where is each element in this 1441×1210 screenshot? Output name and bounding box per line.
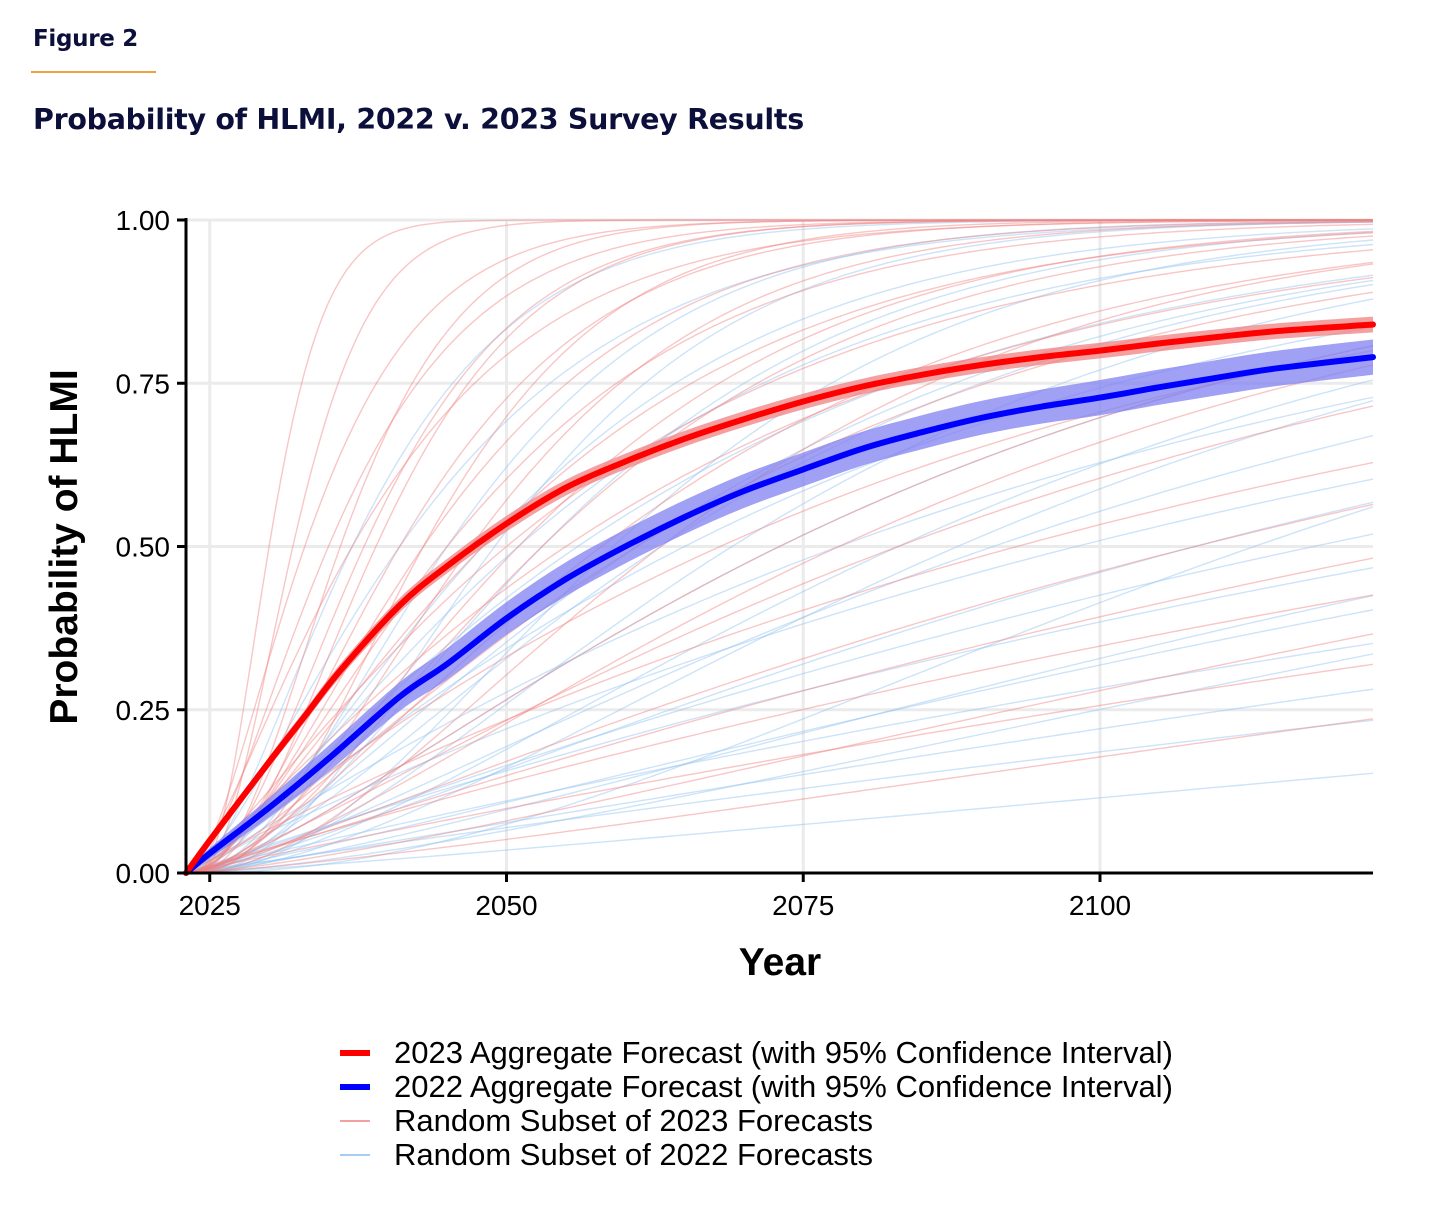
forecast-line-2022: [185, 609, 1374, 874]
legend-item-2023-aggregate: 2023 Aggregate Forecast (with 95% Confid…: [340, 1035, 1173, 1070]
forecast-line-2022: [185, 501, 1374, 874]
forecast-line-2022: [185, 243, 1374, 874]
x-axis-title: Year: [739, 941, 821, 984]
forecast-line-2022: [185, 478, 1374, 874]
forecast-line-2022: [186, 506, 1374, 874]
forecast-line-2022: [185, 594, 1374, 874]
axes: 0.00 0.25 0.50 0.75 1.00 2025 2050 2075 2100: [116, 205, 1373, 921]
forecast-line-2023: [185, 219, 1373, 874]
forecast-line-2022: [185, 653, 1374, 874]
forecast-line-2023: [185, 219, 1373, 874]
forecast-line-2023: [185, 219, 1373, 874]
forecast-line-2022: [185, 228, 1374, 874]
forecast-line-2023: [185, 405, 1374, 874]
figure-label: Figure 2: [33, 26, 138, 52]
forecast-line-2022: [185, 400, 1374, 874]
forecast-line-2022: [185, 688, 1374, 874]
forecast-line-2023: [185, 276, 1374, 874]
forecast-line-2022: [185, 434, 1374, 874]
y-tick-label: 0.25: [116, 695, 171, 726]
forecast-line-2023: [185, 663, 1374, 874]
aggregate-forecasts: [183, 316, 1376, 876]
forecast-line-2023: [185, 503, 1374, 874]
forecast-line-2022: [185, 533, 1374, 874]
forecast-line-2023: [185, 219, 1373, 874]
y-tick-label: 0.75: [116, 368, 171, 399]
x-tick-label: 2025: [179, 890, 241, 921]
forecast-line-2023: [185, 221, 1374, 874]
legend-key-2022-aggregate: [340, 1084, 370, 1090]
forecast-line-2022: [185, 567, 1374, 874]
legend-item-2022-subset: Random Subset of 2022 Forecasts: [340, 1137, 1173, 1172]
forecast-line-2022: [185, 219, 1373, 874]
forecast-line-2022: [185, 719, 1374, 874]
legend: 2023 Aggregate Forecast (with 95% Confid…: [340, 1035, 1173, 1172]
legend-key-2022-subset: [340, 1154, 370, 1156]
forecast-line-2022: [185, 396, 1374, 874]
forecast-line-2023: [185, 219, 1373, 874]
accent-rule: [31, 71, 156, 73]
forecast-line-2022: [185, 220, 1374, 874]
forecast-line-2023: [185, 461, 1374, 874]
forecast-line-2022: [185, 379, 1374, 874]
forecast-line-2023: [185, 718, 1374, 874]
legend-item-2022-aggregate: 2022 Aggregate Forecast (with 95% Confid…: [340, 1069, 1173, 1104]
forecast-line-2023: [185, 220, 1373, 874]
legend-label: Random Subset of 2022 Forecasts: [394, 1137, 874, 1172]
forecast-line-2023: [185, 633, 1374, 874]
forecast-line-2023: [185, 249, 1374, 874]
forecast-line-2022: [185, 231, 1374, 874]
y-tick-label: 0.50: [116, 532, 171, 563]
y-tick-label: 0.00: [116, 858, 171, 889]
legend-key-2023-subset: [340, 1120, 370, 1122]
forecast-line-2022: [185, 772, 1374, 874]
legend-key-2023-aggregate: [340, 1050, 370, 1056]
legend-label: Random Subset of 2023 Forecasts: [394, 1103, 874, 1138]
chart: 0.00 0.25 0.50 0.75 1.00 2025 2050 2075 2100 Yea…: [43, 205, 1376, 984]
forecast-line-2023: [185, 219, 1373, 874]
forecast-line-2023: [185, 364, 1374, 874]
forecast-line-2023: [185, 223, 1374, 874]
figure-title: Probability of HLMI, 2022 v. 2023 Survey…: [33, 103, 804, 136]
forecast-line-2023: [185, 219, 1373, 874]
forecast-line-2023: [185, 219, 1373, 874]
legend-label: 2022 Aggregate Forecast (with 95% Confid…: [394, 1069, 1173, 1104]
x-tick-label: 2075: [772, 890, 834, 921]
forecast-line-2022: [185, 221, 1373, 874]
x-tick-label: 2050: [475, 890, 537, 921]
forecast-line-2022: [185, 642, 1374, 874]
legend-item-2023-subset: Random Subset of 2023 Forecasts: [340, 1103, 1173, 1138]
forecast-line-2023: [185, 594, 1374, 874]
x-tick-label: 2100: [1069, 890, 1131, 921]
aggregate-line-2023: [183, 321, 1376, 876]
individual-forecasts: [185, 219, 1374, 874]
y-tick-label: 1.00: [116, 205, 171, 236]
forecast-line-2023: [185, 235, 1374, 874]
y-axis-title: Probability of HLMI: [43, 369, 86, 724]
forecast-line-2023: [185, 557, 1374, 874]
aggregate-line-2022: [183, 354, 1376, 876]
forecast-line-2023: [185, 232, 1374, 874]
ci-band-2022: [186, 339, 1373, 873]
forecast-line-2023: [185, 261, 1374, 874]
legend-label: 2023 Aggregate Forecast (with 95% Confid…: [394, 1035, 1173, 1070]
forecast-line-2023: [185, 219, 1373, 874]
